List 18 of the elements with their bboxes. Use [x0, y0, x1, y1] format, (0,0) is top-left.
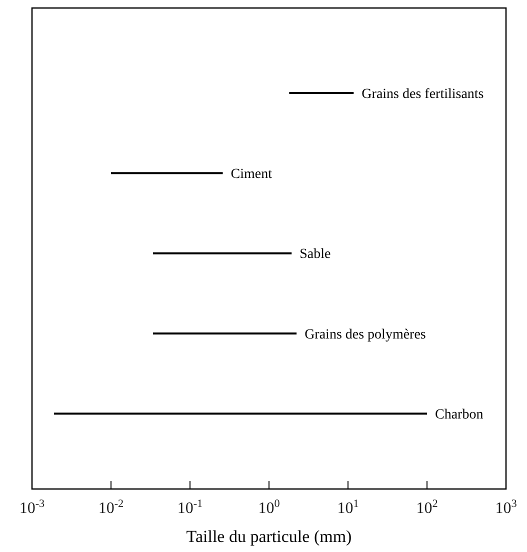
- bar: [152, 332, 297, 334]
- x-tick-label: 10$^{2}$: [416, 498, 438, 517]
- x-tick-label: 10$^{-2}$: [98, 498, 124, 517]
- bar: [289, 92, 354, 94]
- y-tick-label: Grains des polymères: [304, 327, 426, 342]
- y-tick-label: Ciment: [230, 167, 272, 182]
- x-tick-label: 10$^{-3}$: [19, 498, 46, 517]
- bar: [152, 252, 292, 254]
- bar: [111, 172, 223, 174]
- bar: [54, 412, 427, 415]
- y-tick-label: Charbon: [435, 408, 484, 423]
- x-tick-label: 10$^{0}$: [258, 498, 280, 517]
- x-axis-title: Taille du particule (mm): [186, 527, 352, 546]
- x-tick-label: 10$^{-1}$: [177, 498, 203, 517]
- x-tick-label: 10$^{1}$: [337, 498, 359, 517]
- x-tick-label: 10$^{3}$: [495, 498, 518, 517]
- y-tick-label: Sable: [300, 247, 331, 262]
- y-tick-label: Grains des fertilisants: [362, 86, 484, 102]
